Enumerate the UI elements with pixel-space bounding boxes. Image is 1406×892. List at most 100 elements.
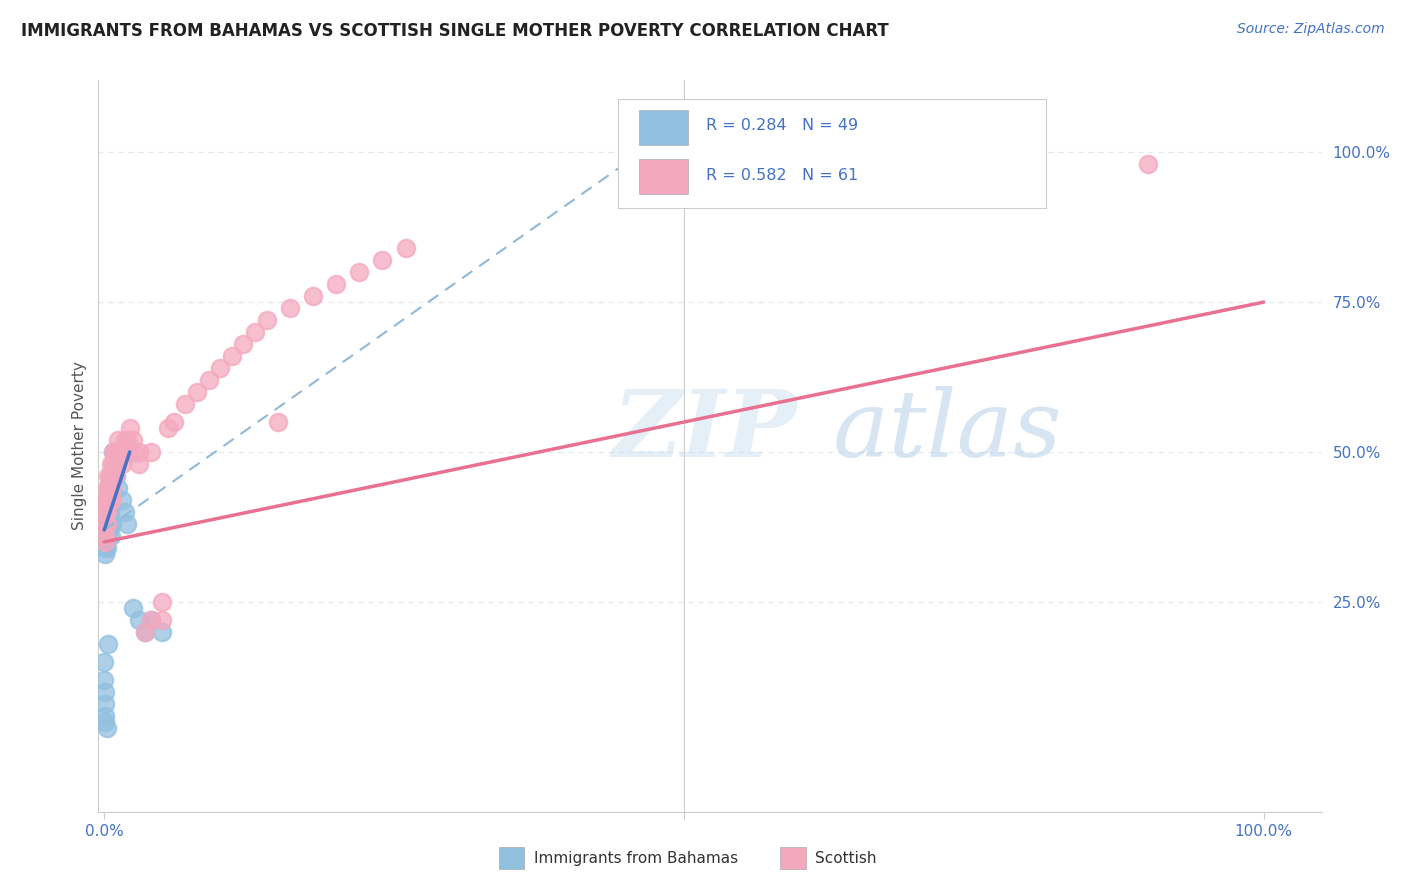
- Point: [101, 516, 124, 531]
- Point: [97, 523, 120, 537]
- Point: [97, 511, 120, 525]
- Point: [94, 523, 117, 537]
- Point: [128, 457, 150, 471]
- Text: IMMIGRANTS FROM BAHAMAS VS SCOTTISH SINGLE MOTHER POVERTY CORRELATION CHART: IMMIGRANTS FROM BAHAMAS VS SCOTTISH SING…: [21, 22, 889, 40]
- Point: [150, 624, 173, 639]
- Point: [97, 481, 120, 495]
- Point: [98, 492, 121, 507]
- Point: [100, 457, 122, 471]
- Point: [96, 505, 118, 519]
- Point: [104, 457, 127, 471]
- Point: [98, 469, 121, 483]
- Text: Scottish: Scottish: [815, 851, 877, 865]
- Point: [256, 313, 278, 327]
- Point: [232, 337, 254, 351]
- Point: [117, 516, 139, 531]
- Point: [221, 349, 243, 363]
- Point: [93, 685, 115, 699]
- Point: [96, 492, 118, 507]
- Point: [117, 445, 139, 459]
- Text: Source: ZipAtlas.com: Source: ZipAtlas.com: [1237, 22, 1385, 37]
- Point: [94, 516, 117, 531]
- Point: [110, 445, 132, 459]
- Point: [134, 624, 156, 639]
- Text: R = 0.582   N = 61: R = 0.582 N = 61: [706, 168, 859, 183]
- Point: [94, 505, 117, 519]
- Point: [122, 600, 145, 615]
- Point: [97, 637, 120, 651]
- Point: [98, 516, 121, 531]
- Point: [97, 469, 120, 483]
- Point: [94, 535, 117, 549]
- Text: Immigrants from Bahamas: Immigrants from Bahamas: [534, 851, 738, 865]
- Point: [150, 613, 173, 627]
- Point: [128, 613, 150, 627]
- Point: [96, 516, 118, 531]
- Point: [197, 373, 219, 387]
- Point: [103, 445, 125, 459]
- Point: [134, 624, 156, 639]
- Point: [114, 505, 136, 519]
- Point: [97, 481, 120, 495]
- Point: [94, 516, 117, 531]
- Point: [93, 529, 115, 543]
- Point: [93, 673, 115, 687]
- Point: [156, 421, 179, 435]
- Point: [97, 516, 120, 531]
- Point: [100, 529, 122, 543]
- Point: [96, 481, 118, 495]
- Point: [100, 469, 122, 483]
- Point: [114, 433, 136, 447]
- Point: [97, 492, 120, 507]
- Point: [94, 492, 117, 507]
- Point: [789, 157, 811, 171]
- Point: [93, 541, 115, 555]
- Y-axis label: Single Mother Poverty: Single Mother Poverty: [72, 361, 87, 531]
- Point: [98, 505, 121, 519]
- Text: R = 0.284   N = 49: R = 0.284 N = 49: [706, 119, 859, 133]
- Point: [94, 516, 117, 531]
- Point: [94, 492, 117, 507]
- Point: [107, 445, 129, 459]
- Text: ZIP: ZIP: [612, 386, 796, 476]
- Point: [267, 415, 290, 429]
- Point: [93, 655, 115, 669]
- Point: [104, 469, 127, 483]
- Point: [103, 457, 125, 471]
- Point: [371, 253, 394, 268]
- Point: [94, 529, 117, 543]
- Point: [139, 445, 162, 459]
- Point: [243, 325, 266, 339]
- Point: [96, 529, 118, 543]
- Point: [104, 457, 127, 471]
- Point: [94, 505, 117, 519]
- Point: [395, 241, 418, 255]
- FancyBboxPatch shape: [619, 99, 1046, 209]
- Point: [107, 433, 129, 447]
- Point: [101, 481, 124, 495]
- Point: [96, 505, 118, 519]
- Point: [122, 445, 145, 459]
- Point: [97, 492, 120, 507]
- Point: [94, 535, 117, 549]
- Point: [96, 492, 118, 507]
- Point: [150, 595, 173, 609]
- Point: [104, 469, 127, 483]
- Point: [139, 613, 162, 627]
- Point: [94, 505, 117, 519]
- Point: [94, 708, 117, 723]
- Point: [174, 397, 197, 411]
- Point: [94, 535, 117, 549]
- Point: [101, 492, 124, 507]
- Point: [94, 547, 117, 561]
- Point: [98, 481, 121, 495]
- Point: [97, 505, 120, 519]
- Point: [110, 457, 132, 471]
- Point: [349, 265, 371, 279]
- Point: [139, 613, 162, 627]
- Point: [1136, 157, 1159, 171]
- Point: [118, 421, 141, 435]
- Point: [96, 541, 118, 555]
- Point: [94, 511, 117, 525]
- Point: [325, 277, 347, 292]
